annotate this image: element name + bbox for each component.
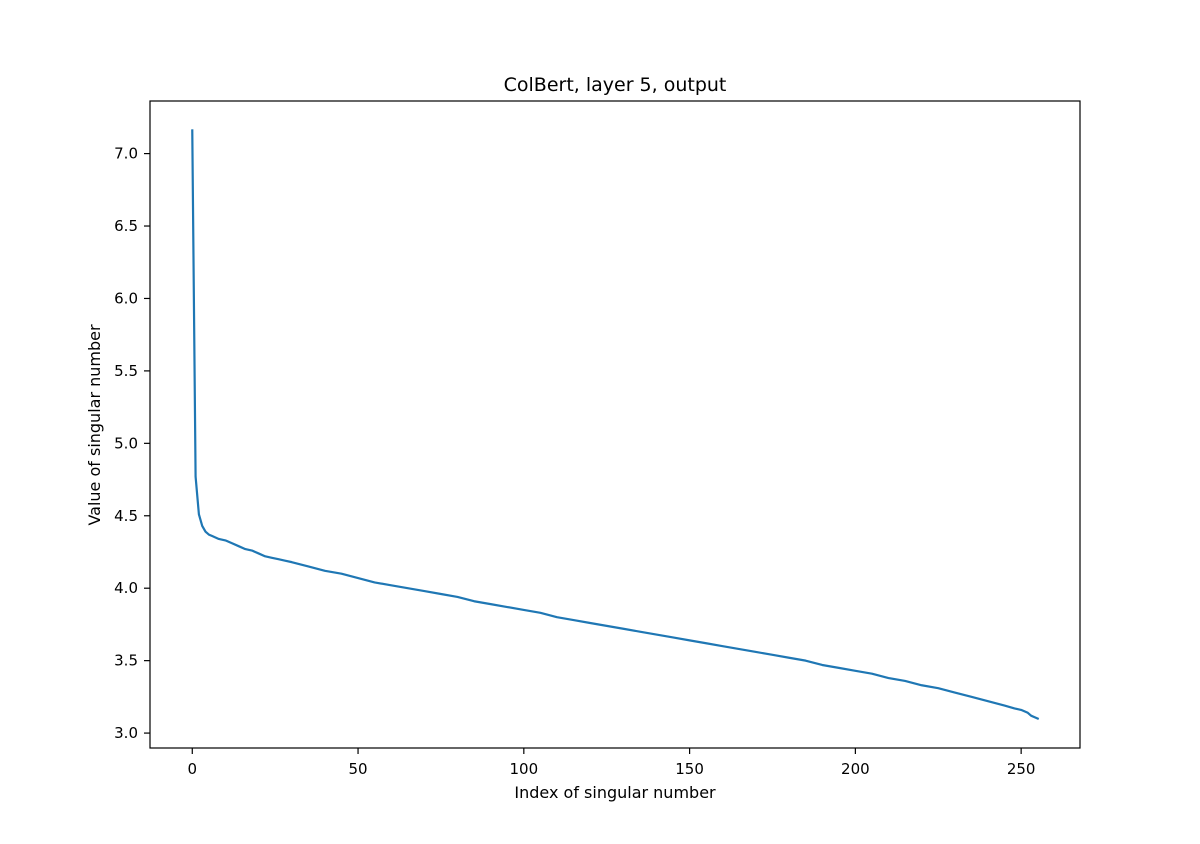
y-tick-label: 3.5 (114, 652, 138, 670)
x-axis-label: Index of singular number (514, 783, 716, 802)
y-tick-label: 5.0 (114, 434, 138, 452)
y-axis-label: Value of singular number (85, 324, 104, 526)
data-series-group (191, 129, 1040, 721)
series-line-1 (191, 129, 1040, 721)
x-tick-label: 150 (675, 760, 704, 778)
y-tick-label: 4.5 (114, 507, 138, 525)
plot-area-frame (149, 100, 1081, 749)
y-tick-label: 3.0 (114, 724, 138, 742)
y-axis-ticks: 3.0 3.5 4.0 4.5 5.0 5.5 6.0 6.5 7.0 (114, 145, 150, 742)
x-tick-label: 0 (187, 760, 197, 778)
x-tick-label: 50 (349, 760, 368, 778)
y-tick-label: 4.0 (114, 579, 138, 597)
y-tick-label: 6.5 (114, 217, 138, 235)
y-tick-label: 5.5 (114, 362, 138, 380)
y-tick-label: 7.0 (114, 145, 138, 163)
x-tick-label: 100 (510, 760, 539, 778)
y-tick-label: 6.0 (114, 289, 138, 307)
x-tick-label: 250 (1007, 760, 1036, 778)
x-axis-ticks: 0 50 100 150 200 250 (187, 748, 1035, 778)
chart-title: ColBert, layer 5, output (504, 74, 727, 96)
x-tick-label: 200 (841, 760, 870, 778)
